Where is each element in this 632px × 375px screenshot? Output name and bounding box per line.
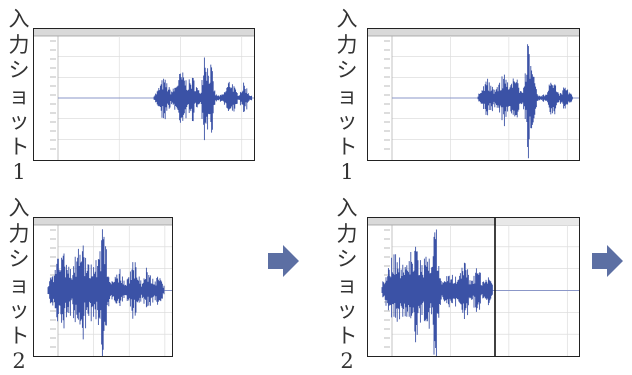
waveform-panel-shot1-output (367, 28, 580, 161)
waveform-panel-shot1-input (33, 28, 255, 161)
right-arrow-icon (592, 245, 623, 277)
waveform-panel-shot2-input (33, 217, 173, 357)
waveform-panel-shot2-padded (367, 217, 580, 357)
right-arrow-icon (268, 245, 299, 277)
